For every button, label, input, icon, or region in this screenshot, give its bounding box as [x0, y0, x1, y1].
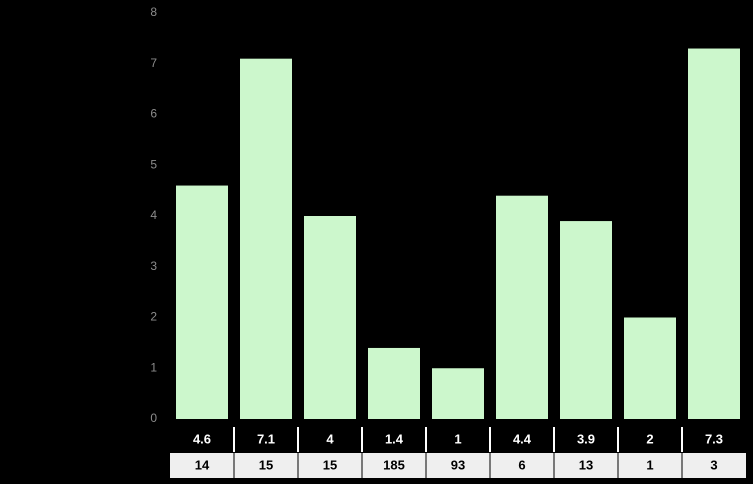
bar: [368, 347, 420, 419]
value-cell: 2: [646, 431, 653, 446]
y-tick-label: 3: [150, 259, 157, 273]
count-cell: 3: [710, 457, 717, 472]
value-cell: 1.4: [385, 431, 404, 446]
bar: [432, 368, 484, 419]
bar: [496, 195, 548, 419]
count-cell: 14: [195, 457, 210, 472]
value-cell: 4.6: [193, 431, 211, 446]
count-row-background: [170, 453, 746, 478]
value-cell: 7.3: [705, 431, 723, 446]
count-cell: 6: [518, 457, 525, 472]
y-tick-label: 2: [150, 310, 157, 324]
bar: [176, 185, 228, 419]
bar: [688, 48, 740, 420]
value-cell: 4.4: [513, 431, 532, 446]
value-cell: 3.9: [577, 431, 595, 446]
count-cell: 13: [579, 457, 593, 472]
count-cell: 15: [323, 457, 337, 472]
bar: [624, 317, 676, 419]
value-cell: 7.1: [257, 431, 275, 446]
count-cell: 1: [646, 457, 653, 472]
bar: [240, 58, 292, 420]
y-tick-label: 0: [150, 411, 157, 425]
bar: [560, 221, 612, 419]
y-tick-label: 7: [150, 56, 157, 70]
bar: [304, 216, 356, 419]
count-cell: 93: [451, 457, 465, 472]
y-tick-label: 1: [150, 360, 157, 374]
value-cell: 1: [454, 431, 461, 446]
y-tick-label: 8: [150, 5, 157, 19]
y-tick-label: 4: [150, 208, 157, 222]
y-tick-label: 6: [150, 107, 157, 121]
y-tick-label: 5: [150, 157, 157, 171]
count-cell: 15: [259, 457, 273, 472]
value-cell: 4: [326, 431, 334, 446]
count-cell: 185: [383, 457, 405, 472]
